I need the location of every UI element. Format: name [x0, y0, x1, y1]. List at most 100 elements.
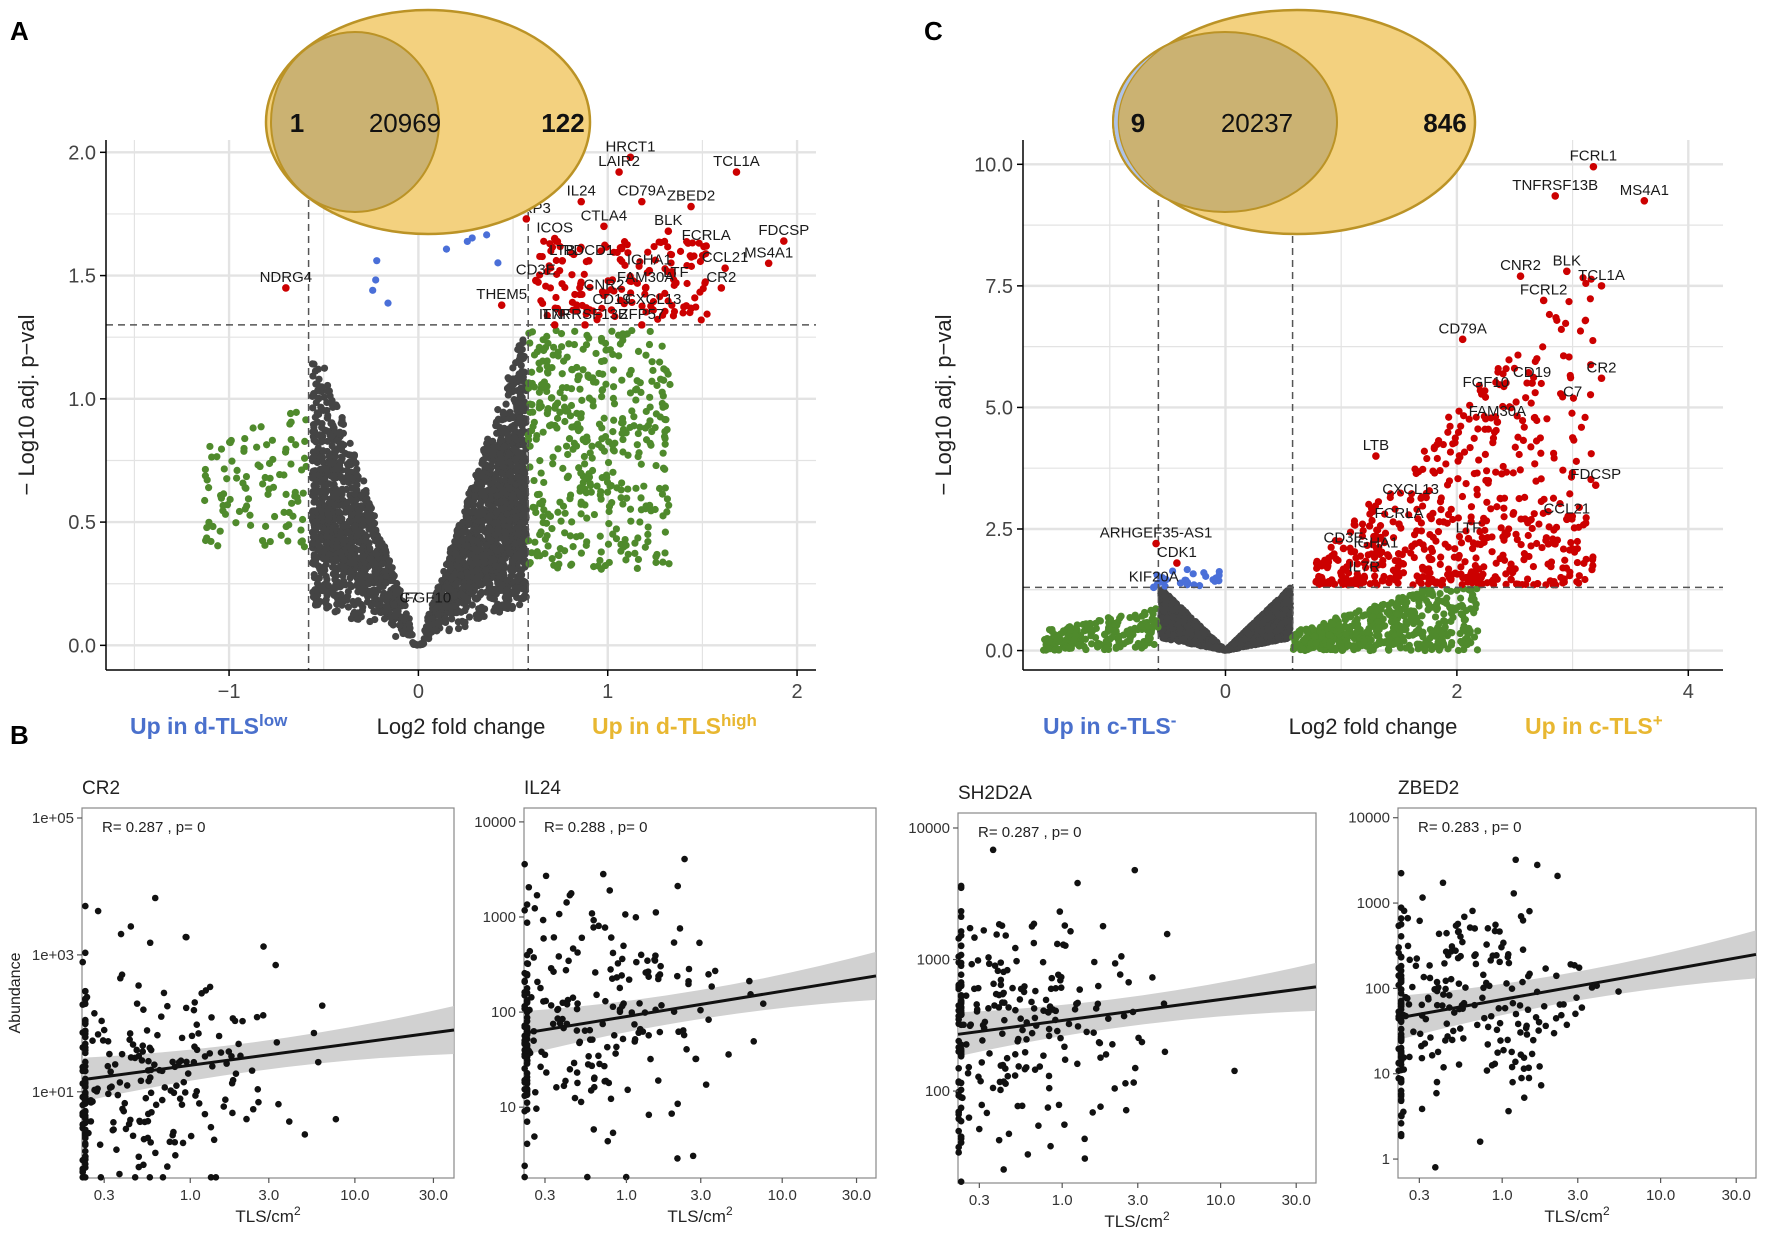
point-green [606, 346, 614, 354]
point-grey [335, 516, 343, 524]
point-grey [325, 602, 333, 611]
point-green [624, 451, 632, 459]
point-grey [359, 586, 367, 594]
point-red [650, 243, 658, 251]
point-green [630, 413, 638, 421]
gene-label: CD79A [618, 183, 666, 200]
point-grey [450, 544, 458, 552]
point-grey [324, 480, 332, 488]
point-green [646, 393, 654, 401]
point-grey [505, 388, 514, 396]
point-green [246, 511, 254, 519]
point-grey [495, 608, 503, 616]
gene-label: FCRLA [682, 227, 731, 244]
point-green [609, 383, 618, 391]
point-grey [482, 487, 490, 495]
point-grey [326, 499, 334, 507]
point-grey [485, 524, 493, 533]
point-grey [346, 558, 355, 567]
point-grey [498, 459, 506, 467]
point-red [697, 316, 705, 324]
point-green [592, 349, 600, 358]
point-grey [474, 559, 482, 567]
point-grey [489, 446, 497, 454]
point-red [686, 309, 694, 317]
point-green [568, 423, 576, 431]
point-green [595, 420, 604, 428]
point-grey [330, 493, 338, 501]
point-grey [499, 408, 507, 416]
point-grey [512, 463, 521, 471]
point-green [626, 370, 634, 378]
point-grey [391, 612, 399, 620]
point-blue [442, 245, 451, 253]
point-grey [483, 462, 491, 471]
point-grey [320, 364, 329, 372]
point-grey [497, 428, 505, 436]
point-green [660, 376, 668, 384]
point-grey [448, 615, 456, 623]
y-tick-label: 0.0 [68, 635, 96, 657]
point-grey [473, 474, 482, 482]
point-cloud [201, 215, 711, 649]
point-grey [516, 352, 524, 360]
point-green [601, 339, 610, 347]
point-green [259, 480, 267, 488]
point-grey [520, 592, 528, 601]
point-grey [471, 492, 479, 500]
point-green [556, 389, 564, 397]
point-red [538, 252, 546, 261]
point-grey [450, 602, 458, 610]
point-green [574, 427, 583, 435]
point-grey [321, 489, 330, 497]
point-green [602, 380, 610, 388]
point-grey [434, 610, 443, 618]
point-grey [421, 635, 429, 643]
point-grey [346, 439, 354, 447]
point-grey [309, 372, 317, 380]
point-grey [500, 528, 508, 536]
point-green [589, 397, 597, 405]
point-green [536, 530, 544, 539]
point-grey [504, 435, 513, 443]
point-red [561, 283, 569, 292]
point-grey [457, 590, 465, 598]
point-grey [494, 519, 502, 527]
point-grey [483, 446, 491, 454]
point-grey [352, 496, 360, 504]
point-green [569, 543, 577, 551]
point-green [634, 429, 642, 438]
point-grey [425, 623, 433, 632]
point-grey [465, 613, 474, 621]
point-green [562, 442, 571, 450]
point-green [560, 357, 568, 365]
gene-label: IL24 [567, 183, 596, 200]
point-green [280, 508, 288, 516]
point-green [242, 472, 251, 481]
gene-label: BLK [654, 212, 682, 229]
point-green [609, 468, 617, 476]
point-green [223, 475, 231, 483]
point-red [682, 302, 690, 310]
point-grey [463, 542, 471, 550]
point-green [579, 345, 587, 353]
point-green [531, 538, 539, 546]
point-green [282, 522, 290, 531]
point-green [554, 508, 562, 516]
point-grey [514, 524, 523, 532]
point-green [228, 457, 236, 465]
point-grey [332, 567, 340, 575]
point-grey [510, 445, 518, 453]
point-green [640, 482, 648, 490]
point-green [207, 537, 215, 546]
point-green [647, 441, 655, 449]
point-green [548, 525, 556, 533]
point-green [597, 548, 605, 556]
point-grey [332, 485, 340, 493]
point-green [564, 407, 572, 415]
point-grey [382, 579, 390, 587]
point-green [241, 434, 249, 443]
y-tick-label: 2.0 [68, 142, 96, 164]
point-green [618, 479, 626, 487]
point-grey [327, 472, 335, 480]
